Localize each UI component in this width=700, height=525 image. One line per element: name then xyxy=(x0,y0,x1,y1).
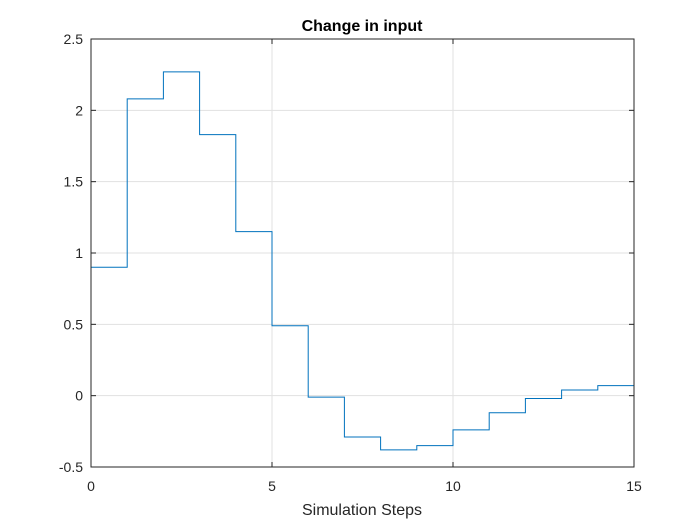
x-tick-label: 5 xyxy=(268,478,276,494)
y-tick-label: -0.5 xyxy=(59,459,83,475)
y-tick-label: 0 xyxy=(75,388,83,404)
y-tick-label: 0.5 xyxy=(64,316,84,332)
x-tick-label: 15 xyxy=(626,478,642,494)
x-axis-label: Simulation Steps xyxy=(302,502,422,519)
chart-title: Change in input xyxy=(302,18,424,35)
ticks: 0 5 10 15-0.500.511.522.5 xyxy=(59,31,642,494)
y-tick-label: 2 xyxy=(75,102,83,118)
y-tick-label: 1.5 xyxy=(64,174,84,190)
series-line xyxy=(91,71,634,451)
series-group xyxy=(91,71,634,451)
y-tick-label: 2.5 xyxy=(64,31,84,47)
grid xyxy=(91,39,634,467)
y-tick-label: 1 xyxy=(75,245,83,261)
x-tick-label: 0 xyxy=(87,478,95,494)
x-tick-label: 10 xyxy=(445,478,461,494)
